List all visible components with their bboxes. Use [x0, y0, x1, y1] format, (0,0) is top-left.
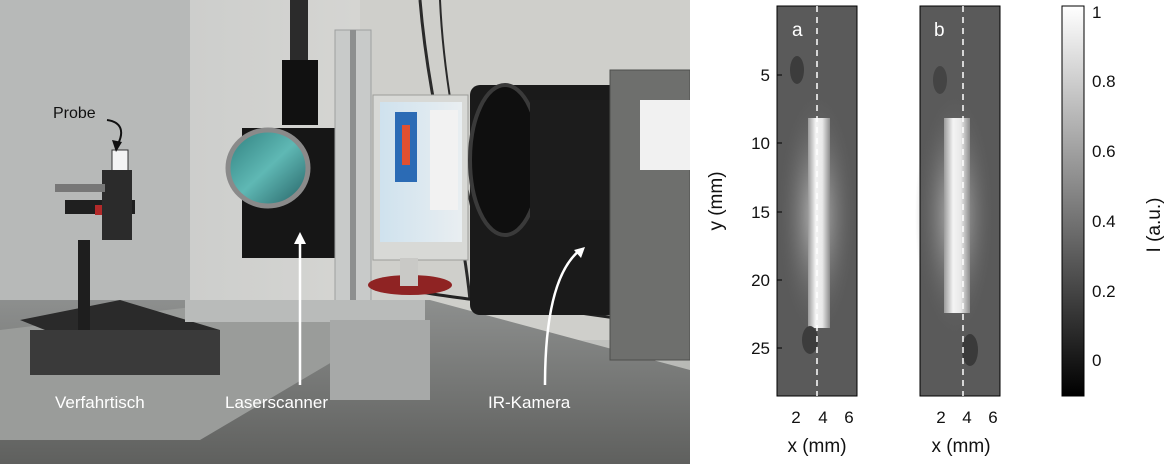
x-axis-b: 2 4 6 x (mm): [931, 408, 997, 457]
panel-b-tag: b: [934, 20, 945, 41]
y-tick-10: 10: [751, 134, 770, 153]
label-laserscanner: Laserscanner: [225, 393, 329, 412]
panel-a-tag: a: [792, 20, 803, 41]
x-tick-a-2: 2: [791, 408, 800, 427]
colorbar-tick-1: 1: [1092, 3, 1101, 22]
x-tick-a-4: 4: [818, 408, 827, 427]
y-tick-25: 25: [751, 339, 770, 358]
colorbar-tick-0: 0: [1092, 351, 1101, 370]
lab-setup-photo: Probe Verfahrtisch Laserscanner IR-Kamer…: [0, 0, 690, 464]
x-tick-a-6: 6: [844, 408, 853, 427]
y-tick-20: 20: [751, 271, 770, 290]
x-tick-b-4: 4: [962, 408, 971, 427]
colorbar-tick-0.4: 0.4: [1092, 212, 1116, 231]
colorbar-tick-0.8: 0.8: [1092, 72, 1116, 91]
colorbar: 1 0.8 0.6 0.4 0.2 0 I (a.u.): [1061, 3, 1165, 397]
x-axis-a: 2 4 6 x (mm): [787, 408, 853, 457]
y-tick-15: 15: [751, 203, 770, 222]
panel-a: [776, 5, 858, 397]
x-tick-b-2: 2: [936, 408, 945, 427]
colorbar-tick-0.6: 0.6: [1092, 142, 1116, 161]
x-tick-b-6: 6: [988, 408, 997, 427]
colorbar-tick-0.2: 0.2: [1092, 282, 1116, 301]
y-axis-label: y (mm): [706, 171, 727, 230]
lab-setup-illustration: [0, 0, 690, 464]
label-verfahrtisch: Verfahrtisch: [55, 393, 145, 412]
y-tick-5: 5: [761, 66, 770, 85]
panel-b: [915, 5, 1001, 397]
y-axis: 5 10 15 20 25 y (mm): [706, 66, 782, 358]
x-axis-label-a: x (mm): [787, 436, 846, 457]
figure-canvas: a b 5 10 15 20 25 y (mm) 2 4: [706, 3, 1165, 457]
x-axis-label-b: x (mm): [931, 436, 990, 457]
colorbar-label: I (a.u.): [1144, 198, 1165, 253]
thermal-image-figure: a b 5 10 15 20 25 y (mm) 2 4: [700, 0, 1171, 464]
label-probe: Probe: [53, 105, 96, 122]
label-ir-kamera: IR-Kamera: [488, 393, 571, 412]
